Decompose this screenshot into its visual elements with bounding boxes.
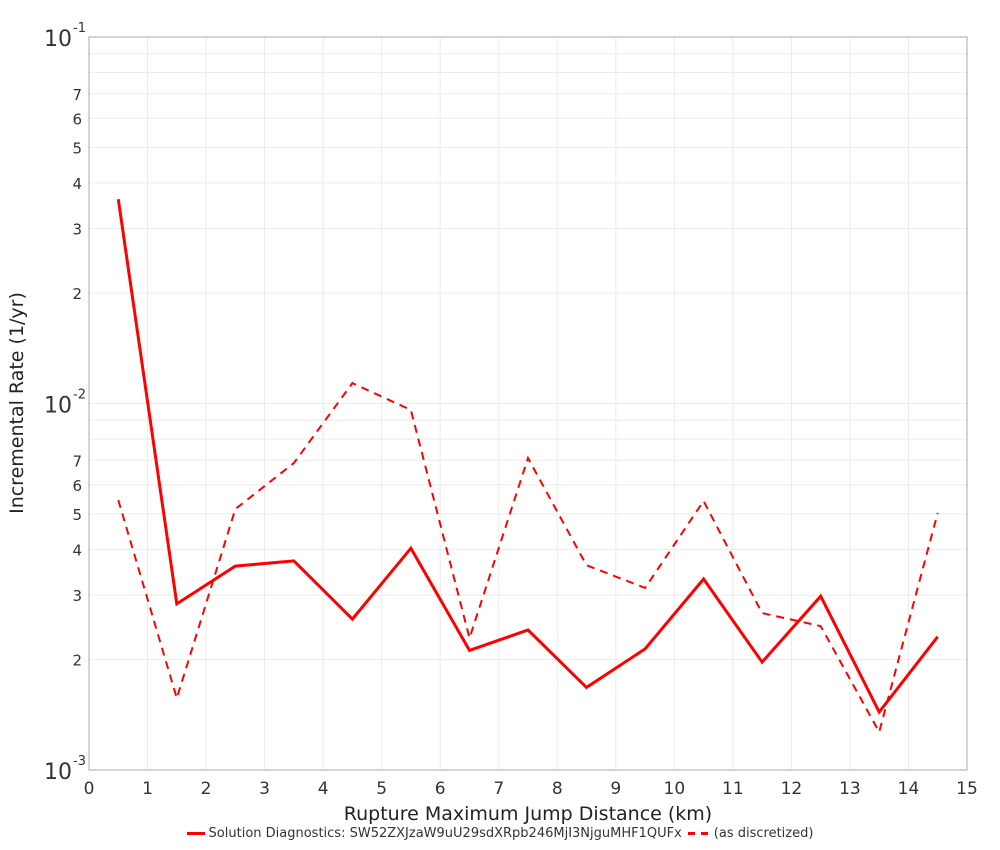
y-minor-tick-label: 3	[72, 221, 82, 239]
y-minor-tick-label: 7	[72, 452, 82, 470]
x-tick-label: 1	[142, 779, 153, 799]
y-major-tick-label: 10	[44, 760, 72, 785]
y-minor-tick-label: 5	[72, 506, 82, 524]
x-tick-label: 5	[376, 779, 387, 799]
x-axis-ticks: 0 1 2 3 4 5 6 7 8 9 10 11 12 13 14 15	[84, 779, 978, 799]
x-tick-label: 10	[664, 779, 686, 799]
x-tick-label: 11	[722, 779, 744, 799]
x-tick-label: 6	[435, 779, 446, 799]
y-major-tick-label: 10	[44, 27, 72, 52]
x-tick-label: 0	[84, 779, 95, 799]
legend-dashed-line-swatch	[687, 832, 710, 835]
y-major-tick-exponent: -3	[73, 754, 86, 769]
legend-series-solution: Solution Diagnostics: SW52ZXJzaW9uU29sdX…	[208, 826, 682, 841]
y-minor-tick-label: 6	[72, 110, 82, 128]
x-tick-label: 15	[956, 779, 978, 799]
legend-solid-line-swatch	[186, 832, 205, 835]
x-tick-label: 9	[610, 779, 621, 799]
legend: Solution Diagnostics: SW52ZXJzaW9uU29sdX…	[0, 826, 1000, 841]
y-minor-tick-label: 2	[72, 652, 82, 670]
x-tick-label: 2	[201, 779, 212, 799]
y-minor-tick-label: 5	[72, 139, 82, 157]
x-tick-label: 7	[493, 779, 504, 799]
y-major-tick-exponent: -2	[73, 388, 86, 403]
x-tick-label: 3	[259, 779, 270, 799]
x-tick-label: 14	[898, 779, 920, 799]
series-solution-line	[116, 198, 939, 715]
grid-lines	[88, 37, 968, 771]
y-axis-label: Incremental Rate (1/yr)	[6, 292, 28, 514]
series-as-discretized-line	[117, 381, 939, 735]
y-minor-tick-label: 4	[72, 175, 82, 193]
y-minor-tick-label: 2	[72, 285, 82, 303]
x-tick-label: 4	[318, 779, 329, 799]
x-tick-label: 12	[781, 779, 803, 799]
y-major-tick-label: 10	[44, 394, 72, 419]
x-axis-label: Rupture Maximum Jump Distance (km)	[344, 803, 712, 825]
y-minor-tick-label: 4	[72, 541, 82, 559]
x-tick-label: 8	[552, 779, 563, 799]
y-minor-tick-label: 7	[72, 86, 82, 104]
x-tick-label: 13	[839, 779, 861, 799]
y-minor-tick-label: 6	[72, 477, 82, 495]
legend-series-discretized: (as discretized)	[713, 826, 814, 841]
plot-border	[88, 36, 968, 771]
y-major-tick-exponent: -1	[73, 21, 86, 36]
y-minor-tick-label: 3	[72, 587, 82, 605]
